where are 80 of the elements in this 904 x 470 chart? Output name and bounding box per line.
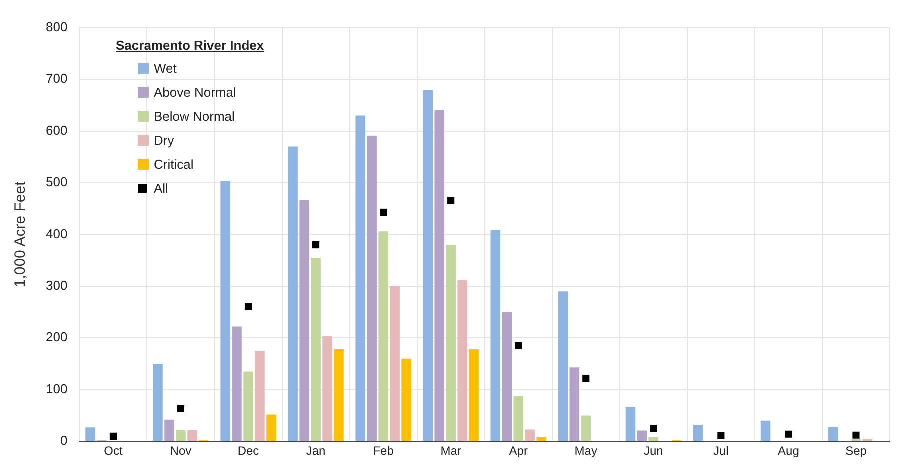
point xyxy=(448,197,455,204)
x-tick-label: Sep xyxy=(846,444,868,458)
x-tick-label: Feb xyxy=(373,444,394,458)
y-tick-label: 700 xyxy=(46,71,68,86)
y-tick-label: 300 xyxy=(46,278,68,294)
x-tick-label: Nov xyxy=(170,444,192,458)
bar xyxy=(356,116,366,442)
bar xyxy=(570,368,580,442)
point xyxy=(177,405,185,413)
bar xyxy=(469,350,479,442)
y-tick-label: 800 xyxy=(46,19,68,34)
point xyxy=(582,374,590,382)
legend-label: All xyxy=(154,180,168,196)
point xyxy=(650,425,658,432)
bar xyxy=(402,358,412,442)
bar xyxy=(378,232,388,442)
bar xyxy=(423,90,433,442)
bar xyxy=(367,136,377,442)
bar xyxy=(525,430,535,442)
x-tick-label: Jun xyxy=(644,444,664,458)
legend-label: Above Normal xyxy=(154,84,236,100)
bar xyxy=(446,245,456,442)
bar xyxy=(502,312,512,442)
x-tick-label: Apr xyxy=(509,444,528,458)
bar xyxy=(176,430,186,442)
bar xyxy=(288,146,298,442)
bar xyxy=(490,230,501,442)
x-tick-label: May xyxy=(574,444,598,458)
x-tick-label: Jan xyxy=(306,444,326,458)
legend-title: Sacramento River Index xyxy=(116,38,264,53)
bar xyxy=(86,428,96,442)
x-tick-label: Mar xyxy=(440,444,462,458)
bar xyxy=(188,430,198,442)
point xyxy=(312,242,320,249)
bar xyxy=(232,326,242,442)
point xyxy=(110,432,117,440)
x-tick-label: Oct xyxy=(104,444,124,458)
bar xyxy=(514,396,524,442)
bar xyxy=(244,372,254,442)
x-tick-label: Jul xyxy=(714,444,729,458)
point xyxy=(244,303,252,310)
bar xyxy=(693,425,704,442)
bar xyxy=(300,200,310,442)
bar xyxy=(153,364,163,442)
point xyxy=(852,432,860,439)
legend-label: Wet xyxy=(154,60,177,76)
point xyxy=(785,430,792,438)
y-axis-title: 1,000 Acre Feet xyxy=(12,180,30,288)
bar xyxy=(648,437,659,442)
y-tick-label: 600 xyxy=(46,122,68,138)
bar xyxy=(390,286,400,442)
legend-label: Dry xyxy=(154,132,174,148)
y-tick-label: 200 xyxy=(46,330,68,345)
bar xyxy=(558,292,568,442)
legend-label: Critical xyxy=(154,156,194,172)
point xyxy=(515,342,522,350)
x-tick-label: Aug xyxy=(778,444,800,458)
point xyxy=(718,432,725,440)
bar xyxy=(322,336,332,442)
bar xyxy=(828,427,838,442)
bar xyxy=(581,416,592,442)
bar xyxy=(164,420,174,442)
bar xyxy=(458,280,468,442)
bar xyxy=(434,110,444,442)
bar xyxy=(266,414,276,442)
legend-label: Below Normal xyxy=(154,108,235,124)
point xyxy=(380,208,388,216)
y-tick-label: 400 xyxy=(46,226,68,242)
y-tick-label: 500 xyxy=(46,174,68,190)
bar xyxy=(626,406,636,442)
bar xyxy=(311,258,321,442)
y-tick-label: 100 xyxy=(46,381,68,396)
bar xyxy=(536,436,546,442)
bar xyxy=(334,350,344,442)
bar xyxy=(220,181,230,442)
bar xyxy=(760,420,771,442)
y-tick-label: 0 xyxy=(60,433,68,448)
bar xyxy=(637,430,648,442)
x-tick-label: Dec xyxy=(238,444,260,458)
bar xyxy=(255,351,265,442)
